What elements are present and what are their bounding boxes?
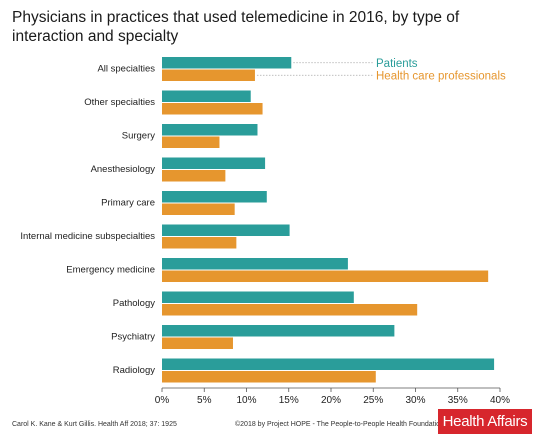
bar-professionals [162, 69, 255, 81]
x-tick-label: 10% [236, 395, 256, 406]
legend-label: Health care professionals [376, 70, 506, 82]
legend-label: Patients [376, 58, 418, 70]
x-tick-label: 35% [448, 395, 468, 406]
category-label: Emergency medicine [66, 265, 155, 276]
bar-professionals [162, 237, 237, 249]
bar-professionals [162, 103, 263, 115]
category-label: Anesthesiology [91, 164, 156, 175]
bar-professionals [162, 136, 220, 148]
bar-professionals [162, 170, 226, 182]
x-tick-label: 5% [197, 395, 212, 406]
bar-patients [162, 124, 258, 136]
category-label: Pathology [113, 298, 156, 309]
chart-title: Physicians in practices that used teleme… [12, 9, 460, 45]
category-label: Radiology [113, 365, 155, 376]
bar-professionals [162, 371, 376, 383]
category-label: All specialties [97, 64, 155, 75]
bar-patients [162, 57, 292, 69]
x-tick-label: 20% [321, 395, 341, 406]
bar-professionals [162, 203, 235, 215]
bar-patients [162, 224, 290, 236]
bar-patients [162, 157, 266, 169]
copyright-text: ©2018 by Project HOPE - The People-to-Pe… [235, 421, 460, 428]
category-label: Primary care [101, 198, 155, 209]
bar-patients [162, 358, 495, 370]
bar-patients [162, 291, 354, 303]
category-label: Internal medicine subspecialties [20, 231, 155, 242]
x-tick-label: 25% [363, 395, 383, 406]
category-label: Psychiatry [111, 332, 155, 343]
bar-patients [162, 258, 348, 270]
bar-patients [162, 191, 267, 203]
bar-patients [162, 90, 251, 102]
x-tick-label: 40% [490, 395, 510, 406]
x-tick-label: 30% [405, 395, 425, 406]
bar-professionals [162, 304, 418, 316]
category-label: Other specialties [84, 97, 155, 108]
bar-professionals [162, 270, 489, 282]
bar-patients [162, 325, 395, 337]
category-label: Surgery [122, 131, 156, 142]
citation-text: Carol K. Kane & Kurt Gillis. Health Aff … [12, 421, 177, 428]
x-tick-label: 15% [279, 395, 299, 406]
bar-professionals [162, 337, 233, 349]
health-affairs-logo: Health Affairs [438, 409, 532, 434]
x-tick-label: 0% [155, 395, 170, 406]
